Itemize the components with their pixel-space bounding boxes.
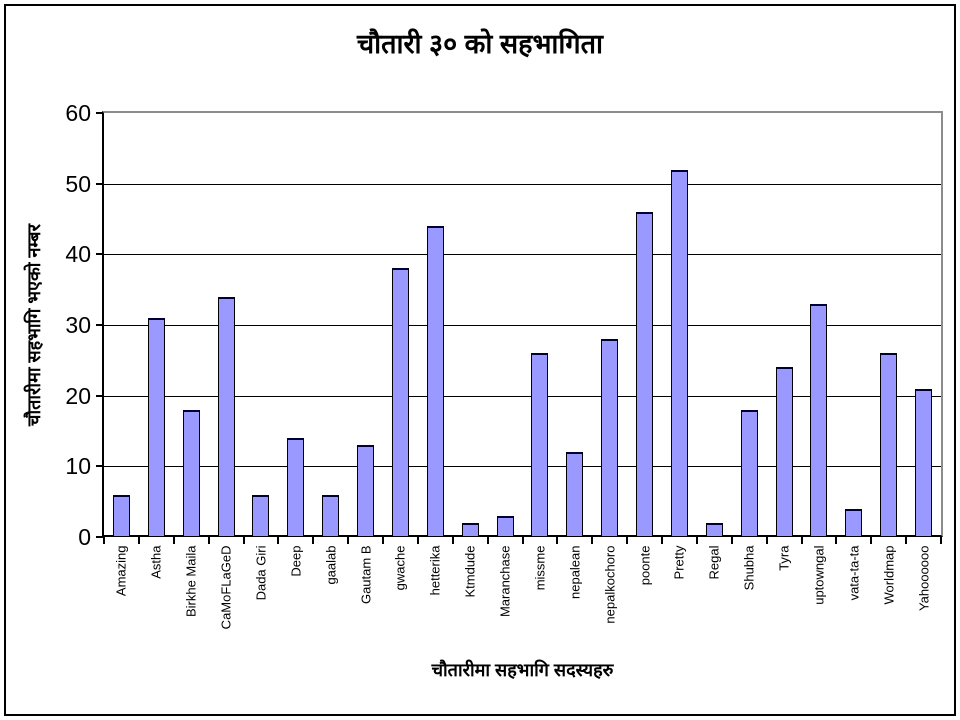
x-category-label-nepalean: nepalean xyxy=(567,545,583,599)
x-category-label-Astha: Astha xyxy=(148,545,164,579)
x-category-label-hetterika: hetterika xyxy=(427,545,443,595)
bar-Tyra xyxy=(775,367,793,537)
y-tick-label-20: 20 xyxy=(65,382,91,409)
chart-figure: चौतारी ३० को सहभागिता 0 10 20 30 40 50 60 Amaz… xyxy=(4,4,956,716)
plot-area xyxy=(102,111,943,537)
x-category-label-Deep: Deep xyxy=(288,545,304,577)
y-tick-label-50: 50 xyxy=(65,170,91,197)
bar-gwache xyxy=(391,268,409,537)
x-tick-mark-17 xyxy=(695,537,698,544)
x-category-label-Ktmdude: Ktmdude xyxy=(462,545,478,598)
bar-Worldmap xyxy=(880,353,898,537)
x-tick-mark-20 xyxy=(800,537,803,544)
bar-Ktmdude xyxy=(461,523,479,537)
x-axis-title: चौतारीमा सहभागि सदस्यहरु xyxy=(431,660,614,680)
x-category-label-Maranchase: Maranchase xyxy=(497,545,513,617)
x-tick-mark-8 xyxy=(382,537,384,544)
x-category-label-poonte: poonte xyxy=(637,545,653,585)
x-category-label-Shubha: Shubha xyxy=(741,545,757,590)
y-tick-mark-60 xyxy=(96,112,103,114)
bar-nepalkochoro xyxy=(601,339,619,537)
x-category-label-gaalab: gaalab xyxy=(323,545,339,585)
x-tick-mark-6 xyxy=(312,537,315,544)
bar-Amazing xyxy=(112,495,130,537)
bar-Dada Giri xyxy=(252,495,270,537)
bar-Yahoooooo xyxy=(915,389,933,537)
bar-Pretty xyxy=(670,170,688,537)
bar-missme xyxy=(531,353,549,537)
bar-hetterika xyxy=(426,226,444,537)
bar-nepalean xyxy=(566,452,584,537)
bar-Maranchase xyxy=(496,516,514,537)
gridline-10 xyxy=(104,466,941,468)
x-tick-mark-24 xyxy=(940,537,942,544)
x-tick-mark-19 xyxy=(765,537,768,544)
y-tick-mark-20 xyxy=(96,394,103,397)
x-category-label-Tyra: Tyra xyxy=(776,545,792,571)
y-tick-mark-0 xyxy=(96,536,103,538)
x-tick-mark-18 xyxy=(730,537,733,544)
y-tick-label-10: 10 xyxy=(65,453,91,480)
bars-layer xyxy=(104,113,941,537)
gridline-50 xyxy=(104,183,941,185)
chart-title: चौतारी ३० को सहभागिता xyxy=(356,29,603,59)
y-tick-mark-10 xyxy=(96,465,103,468)
x-tick-mark-10 xyxy=(451,537,454,544)
gridline-20 xyxy=(104,395,941,397)
x-tick-mark-5 xyxy=(277,537,280,544)
y-tick-mark-40 xyxy=(96,253,103,256)
x-category-label-Worldmap: Worldmap xyxy=(881,545,897,605)
y-tick-label-0: 0 xyxy=(78,524,91,550)
x-category-label-Gautam B: Gautam B xyxy=(358,545,374,604)
gridline-40 xyxy=(104,254,941,256)
x-tick-mark-22 xyxy=(870,537,873,544)
x-tick-mark-1 xyxy=(137,537,140,544)
x-tick-mark-13 xyxy=(556,537,559,544)
x-category-label-Birkhe Maila: Birkhe Maila xyxy=(183,545,199,617)
x-tick-mark-9 xyxy=(416,537,419,544)
bar-gaalab xyxy=(322,495,340,537)
x-category-label-uptowngal: uptowngal xyxy=(811,545,827,605)
y-tick-label-40: 40 xyxy=(65,241,91,268)
bar-Birkhe Maila xyxy=(182,410,200,537)
gridlines-layer xyxy=(104,113,941,537)
x-tick-mark-23 xyxy=(905,537,908,544)
bar-Regal xyxy=(705,523,723,537)
bar-CaMoFLaGeD xyxy=(217,297,235,537)
x-category-label-Yahoooooo: Yahoooooo xyxy=(916,545,932,611)
y-axis-title: चौतारीमा सहभागि भएको नम्बर xyxy=(24,224,44,426)
x-tick-mark-15 xyxy=(626,537,629,544)
x-tick-mark-0 xyxy=(103,537,105,544)
bar-vata-ta-ta xyxy=(845,509,863,537)
x-tick-mark-2 xyxy=(172,537,175,544)
y-tick-label-30: 30 xyxy=(65,312,91,338)
x-tick-mark-12 xyxy=(521,537,524,544)
bar-Deep xyxy=(287,438,305,537)
bar-uptowngal xyxy=(810,304,828,537)
x-category-label-vata-ta-ta: vata-ta-ta xyxy=(846,545,862,600)
x-category-label-missme: missme xyxy=(532,545,548,590)
x-tick-mark-4 xyxy=(242,537,245,544)
x-tick-mark-14 xyxy=(591,537,594,544)
x-category-label-Dada Giri: Dada Giri xyxy=(253,545,269,600)
x-category-label-Regal: Regal xyxy=(706,545,722,579)
bar-Shubha xyxy=(740,410,758,537)
bar-Astha xyxy=(147,318,165,537)
bar-Gautam B xyxy=(357,445,375,537)
gridline-30 xyxy=(104,325,941,326)
x-category-label-CaMoFLaGeD: CaMoFLaGeD xyxy=(218,545,234,629)
x-tick-mark-16 xyxy=(661,537,663,544)
x-tick-mark-3 xyxy=(207,537,210,544)
x-category-label-Pretty: Pretty xyxy=(671,545,687,579)
bar-poonte xyxy=(636,212,654,537)
y-tick-mark-30 xyxy=(96,324,103,326)
x-category-label-nepalkochoro: nepalkochoro xyxy=(602,545,618,624)
y-tick-mark-50 xyxy=(96,182,103,185)
x-tick-mark-7 xyxy=(347,537,350,544)
y-tick-label-60: 60 xyxy=(65,100,91,126)
x-tick-mark-21 xyxy=(835,537,838,544)
x-category-label-Amazing: Amazing xyxy=(113,545,129,596)
x-tick-mark-11 xyxy=(486,537,489,544)
x-category-label-gwache: gwache xyxy=(392,545,408,590)
